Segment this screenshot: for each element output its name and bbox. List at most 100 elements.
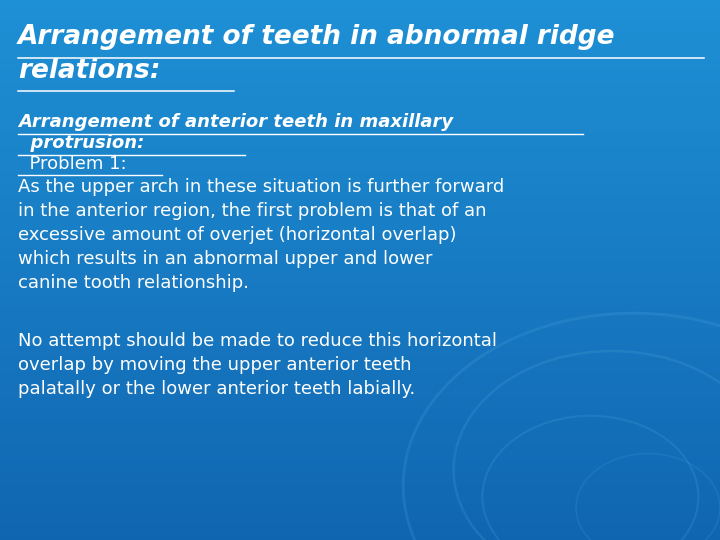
Bar [0,81,720,83]
Bar [0,355,720,356]
Bar [0,471,720,474]
Bar [0,79,720,81]
Text: Arrangement of teeth in abnormal ridge: Arrangement of teeth in abnormal ridge [18,24,616,50]
Bar [0,351,720,353]
Bar [0,488,720,490]
Bar [0,11,720,12]
Bar [0,214,720,216]
Bar [0,322,720,324]
Bar [0,427,720,428]
Bar [0,25,720,27]
Bar [0,463,720,464]
Bar [0,306,720,308]
Bar [0,142,720,144]
Bar [0,373,720,374]
Bar [0,112,720,113]
Bar [0,277,720,279]
Bar [0,459,720,461]
Bar [0,447,720,448]
Bar [0,128,720,130]
Bar [0,477,720,479]
Bar [0,119,720,120]
Bar [0,38,720,39]
Bar [0,123,720,124]
Bar [0,243,720,245]
Bar [0,248,720,250]
Bar [0,63,720,65]
Bar [0,468,720,470]
Bar [0,443,720,444]
Bar [0,335,720,336]
Text: No attempt should be made to reduce this horizontal
overlap by moving the upper : No attempt should be made to reduce this… [18,332,497,398]
Bar [0,104,720,106]
Bar [0,268,720,270]
Bar [0,99,720,101]
Bar [0,414,720,416]
Bar [0,362,720,363]
Bar [0,369,720,371]
Bar [0,290,720,292]
Bar [0,103,720,104]
Bar [0,110,720,112]
Bar [0,194,720,196]
Bar [0,324,720,326]
Bar [0,484,720,486]
Bar [0,282,720,285]
Bar [0,432,720,434]
Bar [0,218,720,220]
Bar [0,7,720,9]
Bar [0,191,720,193]
Bar [0,374,720,376]
Bar [0,259,720,261]
Bar [0,421,720,423]
Bar [0,147,720,150]
Bar [0,16,720,18]
Bar [0,304,720,306]
Bar [0,274,720,275]
Bar [0,23,720,25]
Bar [0,140,720,142]
Bar [0,420,720,421]
Bar [0,349,720,351]
Bar [0,178,720,180]
Bar [0,405,720,407]
Bar [0,101,720,103]
Bar [0,455,720,457]
Bar [0,347,720,349]
Text: As the upper arch in these situation is further forward
in the anterior region, : As the upper arch in these situation is … [18,178,504,292]
Bar [0,308,720,309]
Bar [0,39,720,42]
Bar [0,398,720,400]
Bar [0,88,720,90]
Bar [0,9,720,11]
Bar [0,400,720,401]
Bar [0,228,720,231]
Bar [0,83,720,85]
Bar [0,495,720,497]
Bar [0,301,720,302]
Bar [0,328,720,329]
Bar [0,353,720,355]
Bar [0,511,720,513]
Bar [0,49,720,50]
Bar [0,444,720,447]
Bar [0,18,720,20]
Bar [0,333,720,335]
Bar [0,113,720,115]
Bar [0,366,720,367]
Bar [0,184,720,185]
Bar [0,216,720,218]
Bar [0,204,720,205]
Bar [0,346,720,347]
Bar [0,137,720,139]
Bar [0,42,720,43]
Bar [0,106,720,108]
Bar [0,5,720,7]
Bar [0,56,720,58]
Bar [0,150,720,151]
Bar [0,486,720,488]
Bar [0,517,720,518]
Bar [0,54,720,56]
Bar [0,522,720,524]
Bar [0,533,720,535]
